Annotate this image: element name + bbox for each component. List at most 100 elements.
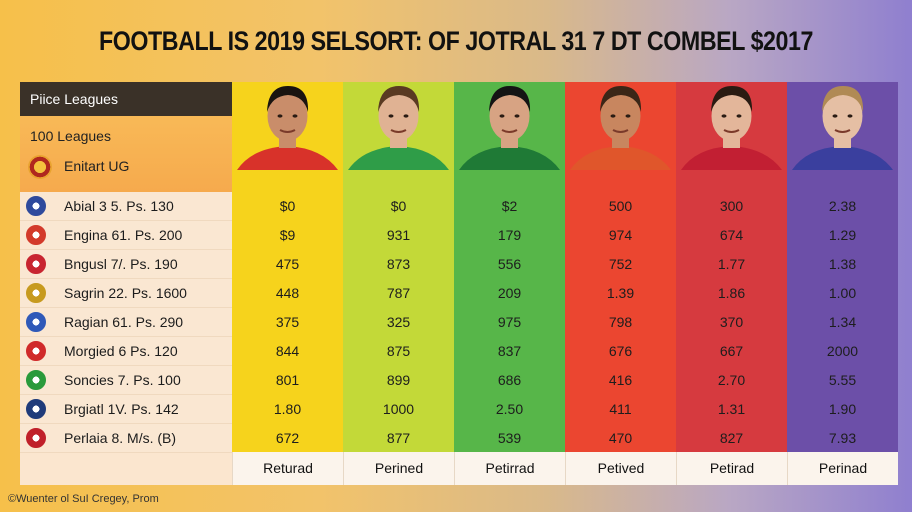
- stat-cell: 1.80: [273, 401, 302, 417]
- stat-cell: 1.39: [606, 285, 635, 301]
- column-footer-label: Petirad: [676, 452, 787, 485]
- stat-cell: 325: [386, 314, 411, 330]
- crest-green-icon: [26, 370, 46, 390]
- stat-cell: 787: [386, 285, 411, 301]
- player-portrait: [454, 78, 565, 170]
- team-cell: Brgiatl 1V. Ps. 142: [20, 395, 232, 424]
- stat-cell: 500: [608, 198, 633, 214]
- team-cell: Ragian 61. Ps. 290: [20, 308, 232, 337]
- team-name: Bngusl 7/. Ps. 190: [64, 256, 178, 272]
- team-cell: Morgied 6 Ps. 120: [20, 337, 232, 366]
- footer-left: [20, 452, 232, 485]
- player-portrait: [676, 78, 787, 170]
- table-row: Perlaia 8. M/s. (B): [20, 424, 888, 453]
- player-portrait: [232, 78, 343, 170]
- table-row: Bngusl 7/. Ps. 190: [20, 250, 888, 279]
- team-name: Engina 61. Ps. 200: [64, 227, 183, 243]
- team-cell: Bngusl 7/. Ps. 190: [20, 250, 232, 279]
- crest-blue-red-icon: [26, 312, 46, 332]
- stat-cell: 676: [608, 343, 633, 359]
- stat-cell: 1.34: [828, 314, 857, 330]
- stat-cell: 837: [497, 343, 522, 359]
- stat-cell: 686: [497, 372, 522, 388]
- stat-cell: 1.77: [717, 256, 746, 272]
- column-footer-label: Perinad: [787, 452, 898, 485]
- stat-cell: $0: [279, 198, 296, 214]
- stat-cell: 2.50: [495, 401, 524, 417]
- table-row: Soncies 7. Ps. 100: [20, 366, 888, 395]
- stat-cell: 370: [719, 314, 744, 330]
- stat-cell: 801: [275, 372, 300, 388]
- stat-cell: 416: [608, 372, 633, 388]
- stat-cell: $2: [501, 198, 518, 214]
- stat-cell: 672: [275, 430, 300, 446]
- stat-cell: 1.31: [717, 401, 746, 417]
- stat-cell: $0: [390, 198, 407, 214]
- stat-cell: 1.00: [828, 285, 857, 301]
- stat-cell: 899: [386, 372, 411, 388]
- team-cell: Perlaia 8. M/s. (B): [20, 424, 232, 453]
- table-row: Engina 61. Ps. 200: [20, 221, 888, 250]
- team-cell: Sagrin 22. Ps. 1600: [20, 279, 232, 308]
- stat-cell: 2.38: [828, 198, 857, 214]
- team-name: Abial 3 5. Ps. 130: [64, 198, 174, 214]
- team-name: Morgied 6 Ps. 120: [64, 343, 178, 359]
- team-cell: Soncies 7. Ps. 100: [20, 366, 232, 395]
- stat-cell: 448: [275, 285, 300, 301]
- table-row: Brgiatl 1V. Ps. 142: [20, 395, 888, 424]
- table-row: Ragian 61. Ps. 290: [20, 308, 888, 337]
- stat-cell: 539: [497, 430, 522, 446]
- crest-red-bar-icon: [26, 428, 46, 448]
- stat-cell: 844: [275, 343, 300, 359]
- team-name: Perlaia 8. M/s. (B): [64, 430, 177, 446]
- crest-gold-icon: [26, 283, 46, 303]
- player-portrait: [565, 78, 676, 170]
- team-name: Ragian 61. Ps. 290: [64, 314, 184, 330]
- stat-cell: $9: [279, 227, 296, 243]
- team-name: Brgiatl 1V. Ps. 142: [64, 401, 179, 417]
- column-footer-label: Petived: [565, 452, 676, 485]
- crest-red-icon: [26, 341, 46, 361]
- stat-cell: 470: [608, 430, 633, 446]
- column-footer-label: Perined: [343, 452, 454, 485]
- league-subtitle: Enitart UG: [64, 158, 130, 174]
- stat-cell: 798: [608, 314, 633, 330]
- column-footer-label: Returad: [232, 452, 343, 485]
- stat-cell: 2.70: [717, 372, 746, 388]
- table-row: Sagrin 22. Ps. 1600: [20, 279, 888, 308]
- stat-cell: 877: [386, 430, 411, 446]
- page-title: FOOTBALL IS 2019 SELSORT: OF JOTRAL 31 7…: [99, 26, 813, 56]
- stat-cell: 1.86: [717, 285, 746, 301]
- league-count: 100 Leagues: [30, 128, 111, 144]
- stat-cell: 475: [275, 256, 300, 272]
- stat-cell: 752: [608, 256, 633, 272]
- table-row: Abial 3 5. Ps. 130: [20, 192, 888, 221]
- stat-cell: 375: [275, 314, 300, 330]
- league-logo-icon: [28, 155, 52, 179]
- crest-navy-icon: [26, 399, 46, 419]
- table-row: Morgied 6 Ps. 120: [20, 337, 888, 366]
- stat-cell: 209: [497, 285, 522, 301]
- player-portrait: [787, 78, 898, 170]
- stat-cell: 1.38: [828, 256, 857, 272]
- stat-cell: 179: [497, 227, 522, 243]
- stat-cell: 7.93: [828, 430, 857, 446]
- stat-cell: 1.90: [828, 401, 857, 417]
- crest-multicolor-icon: [26, 225, 46, 245]
- stat-cell: 873: [386, 256, 411, 272]
- player-portrait: [343, 78, 454, 170]
- crest-red-white-icon: [26, 254, 46, 274]
- stat-cell: 1.29: [828, 227, 857, 243]
- stat-cell: 827: [719, 430, 744, 446]
- league-panel-header: Piice Leagues: [20, 82, 232, 116]
- crest-blue-icon: [26, 196, 46, 216]
- stat-cell: 300: [719, 198, 744, 214]
- column-footer-label: Petirrad: [454, 452, 565, 485]
- stat-cell: 875: [386, 343, 411, 359]
- photo-credit: ©Wuenter ol SuI Cregey, Prom: [8, 493, 159, 505]
- team-cell: Abial 3 5. Ps. 130: [20, 192, 232, 221]
- stat-cell: 5.55: [828, 372, 857, 388]
- stat-cell: 1000: [382, 401, 415, 417]
- stat-cell: 2000: [826, 343, 859, 359]
- stat-cell: 931: [386, 227, 411, 243]
